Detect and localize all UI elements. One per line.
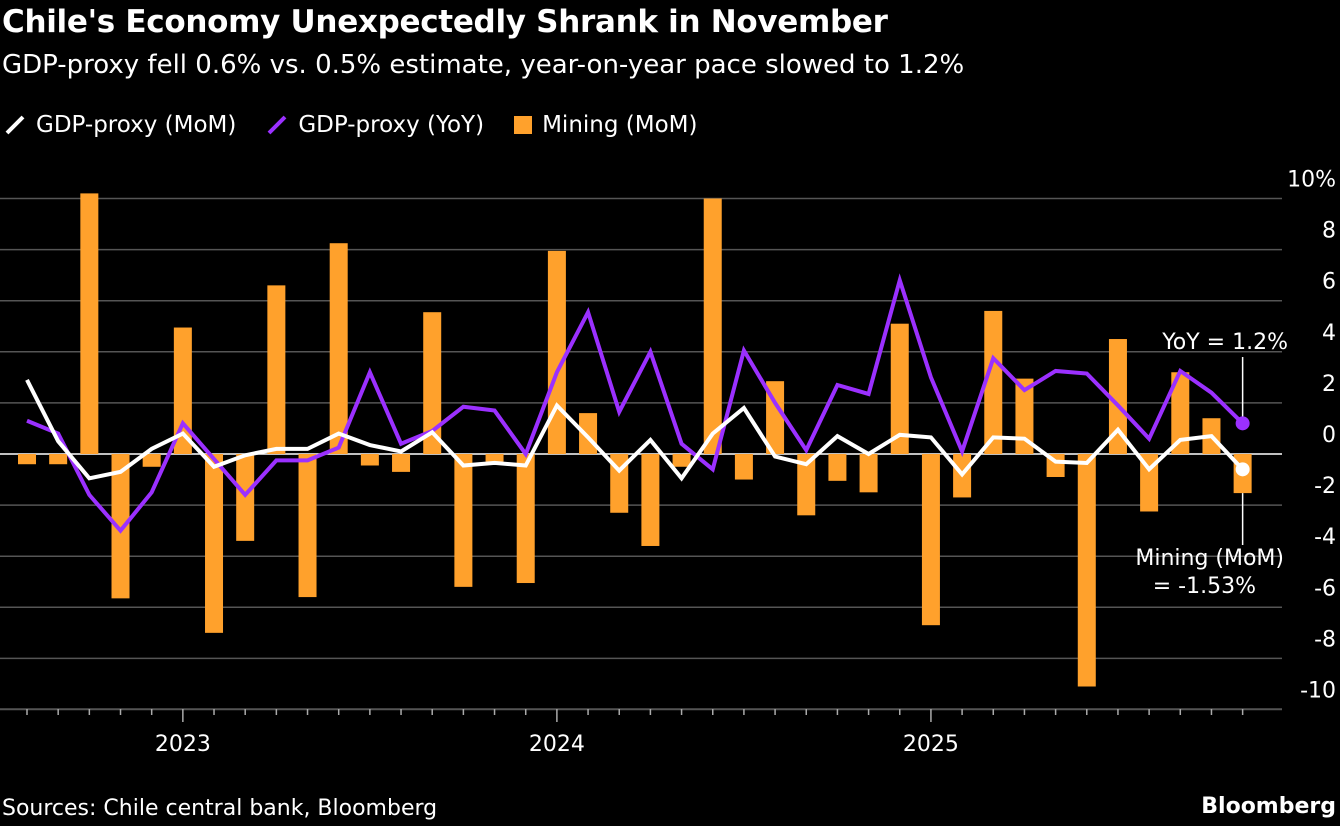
y-tick-label: 6 (1322, 270, 1336, 295)
bar-mining (703, 198, 722, 454)
x-tick-label: 2024 (529, 732, 585, 757)
chart-plot: 10% 8 6 4 2 0 -2 -4 -6 -8 -10 2023 2024 2025 YoY = 1.2… (0, 168, 1336, 757)
yoy-endpoint-marker (1235, 416, 1250, 431)
annotation-mining: = -1.53% (1153, 574, 1256, 599)
y-tick-label: 4 (1322, 321, 1336, 346)
bar-swatch-icon (514, 116, 533, 134)
bar-mining (1140, 454, 1159, 512)
legend: GDP-proxy (MoM) GDP-proxy (YoY) Mining (… (4, 112, 697, 138)
bar-mining (859, 454, 878, 493)
bar-mining (1171, 372, 1190, 454)
line-mom (25, 378, 1245, 482)
y-tick-label: 2 (1322, 372, 1336, 397)
source-note: Sources: Chile central bank, Bloomberg (2, 796, 438, 821)
legend-label: Mining (MoM) (542, 112, 698, 138)
mom-endpoint-marker (1235, 462, 1250, 477)
y-tick-label: -8 (1314, 627, 1336, 652)
bar-mining (454, 454, 473, 587)
bar-mining (672, 454, 691, 467)
bar-mining (921, 454, 940, 626)
annotation-mining: Mining (MoM) (1135, 546, 1284, 571)
bar-mining (641, 454, 660, 546)
bar-mining (298, 454, 317, 598)
bar-mining (485, 454, 504, 462)
x-tick-label: 2023 (155, 732, 211, 757)
bar-mining (984, 310, 1003, 454)
legend-item-mom: GDP-proxy (MoM) (4, 112, 236, 138)
y-tick-label: -2 (1314, 474, 1336, 499)
y-tick-label: 8 (1322, 219, 1336, 244)
bar-mining (205, 454, 224, 633)
bar-mining (111, 454, 130, 599)
y-tick-label: -6 (1314, 576, 1336, 601)
bar-mining (267, 285, 286, 454)
bar-mining (1108, 339, 1127, 454)
bar-mining (766, 381, 785, 454)
x-tick-label: 2025 (903, 732, 959, 757)
bar-mining (828, 454, 847, 481)
chart-subtitle: GDP-proxy fell 0.6% vs. 0.5% estimate, y… (2, 50, 965, 80)
bar-mining (392, 454, 411, 472)
y-tick-label: 0 (1322, 423, 1336, 448)
bar-mining (797, 454, 816, 516)
line-swatch-icon (5, 115, 25, 135)
bar-mining (329, 243, 348, 454)
bar-mining (734, 454, 753, 480)
bar-mining (1077, 454, 1096, 687)
bar-mining (80, 193, 99, 454)
y-tick-label: 10% (1287, 168, 1336, 193)
bar-mining (49, 454, 68, 465)
bar-mining (547, 250, 566, 454)
bar-mining (173, 327, 192, 454)
y-tick-label: -4 (1314, 525, 1336, 550)
bar-mining (423, 312, 442, 454)
bar-mining (360, 454, 379, 466)
legend-item-yoy: GDP-proxy (YoY) (266, 112, 484, 138)
y-tick-label: -10 (1300, 679, 1336, 704)
line-swatch-icon (267, 115, 287, 135)
legend-label: GDP-proxy (YoY) (298, 112, 485, 138)
bar-mining (18, 454, 36, 465)
bar-mining (890, 323, 909, 454)
annotation-yoy: YoY = 1.2% (1161, 330, 1288, 355)
bar-mining (516, 454, 535, 584)
brand-logo: Bloomberg (1201, 794, 1336, 819)
legend-item-mining: Mining (MoM) (514, 112, 697, 138)
bar-mining (142, 454, 161, 467)
legend-label: GDP-proxy (MoM) (36, 112, 237, 138)
bar-mining (1015, 378, 1034, 454)
chart-title: Chile's Economy Unexpectedly Shrank in N… (2, 4, 888, 40)
line-yoy (26, 273, 1245, 534)
